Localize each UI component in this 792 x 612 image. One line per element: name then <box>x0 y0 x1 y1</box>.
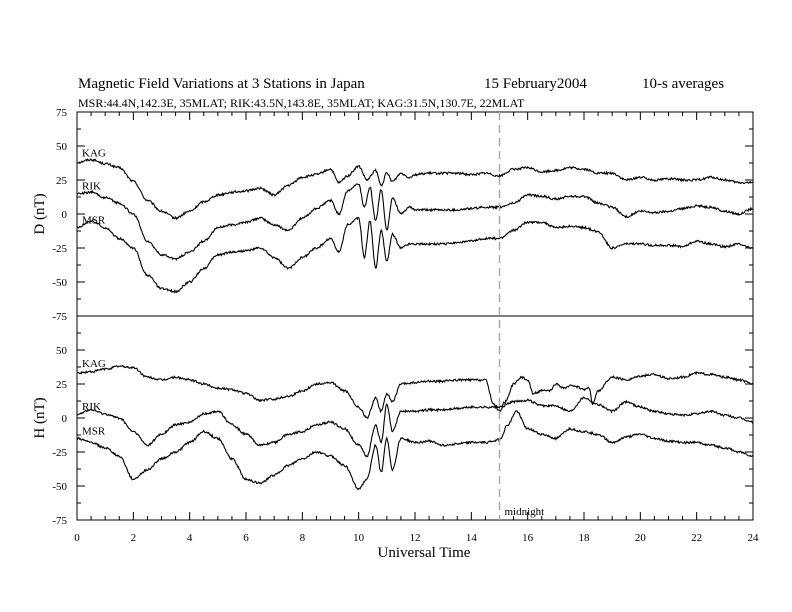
series-line-kag-h <box>76 364 754 419</box>
series-label-msr: MSR <box>82 215 106 227</box>
axis-ticks: 0 2 4 6 8 10 12 14 16 18 20 22 247550250-25-50-75502… <box>52 107 759 544</box>
series-line-kag-d <box>76 158 754 221</box>
y-tick-label: 0 <box>62 413 68 425</box>
y-tick-label: -75 <box>52 311 67 323</box>
y-tick-label: 0 <box>62 209 68 221</box>
y-tick-label: -25 <box>52 243 67 255</box>
chart-subtitle: MSR:44.4N,142.3E, 35MLAT; RIK:43.5N,143.… <box>78 96 525 110</box>
series-label-rik: RIK <box>82 181 101 193</box>
series-label-rik: RIK <box>82 401 101 413</box>
y-tick-label: -25 <box>52 447 67 459</box>
y-tick-label: -50 <box>52 481 67 493</box>
y-tick-label: 25 <box>56 379 68 391</box>
x-tick-label: 6 <box>243 532 249 544</box>
chart-title-date: 15 February2004 <box>484 76 587 92</box>
chart-title-averages: 10-s averages <box>642 76 724 92</box>
series-line-rik-h <box>76 396 754 458</box>
series-label-kag: KAG <box>82 147 106 159</box>
y-tick-label: 75 <box>56 107 68 119</box>
midnight-label: midnight <box>505 506 545 518</box>
x-tick-label: 16 <box>522 532 534 544</box>
x-tick-label: 12 <box>410 532 421 544</box>
x-tick-label: 0 <box>74 532 80 544</box>
x-axis-title: Universal Time <box>378 545 471 561</box>
y-axis-title-top: D (nT) <box>32 193 48 234</box>
x-tick-label: 20 <box>635 532 647 544</box>
y-tick-label: 25 <box>56 175 68 187</box>
x-tick-label: 22 <box>691 532 702 544</box>
x-tick-label: 2 <box>131 532 137 544</box>
data-lines: KAG RIK MSR KAG RIK MSR <box>76 147 754 491</box>
x-tick-label: 24 <box>748 532 760 544</box>
y-tick-label: -75 <box>52 515 67 527</box>
series-label-msr: MSR <box>82 425 106 437</box>
series-line-msr-d <box>76 216 754 294</box>
x-tick-label: 14 <box>466 532 478 544</box>
y-tick-label: -50 <box>52 277 67 289</box>
y-axis-title-bottom: H (nT) <box>32 397 48 438</box>
series-line-msr-h <box>76 410 754 491</box>
x-tick-label: 18 <box>579 532 591 544</box>
x-tick-label: 10 <box>353 532 365 544</box>
y-tick-label: 50 <box>56 141 68 153</box>
series-line-rik-d <box>76 183 754 261</box>
chart-title-left: Magnetic Field Variations at 3 Stations … <box>78 76 365 92</box>
x-tick-label: 8 <box>300 532 306 544</box>
series-label-kag: KAG <box>82 358 106 370</box>
x-tick-label: 4 <box>187 532 193 544</box>
y-tick-label: 50 <box>56 345 68 357</box>
